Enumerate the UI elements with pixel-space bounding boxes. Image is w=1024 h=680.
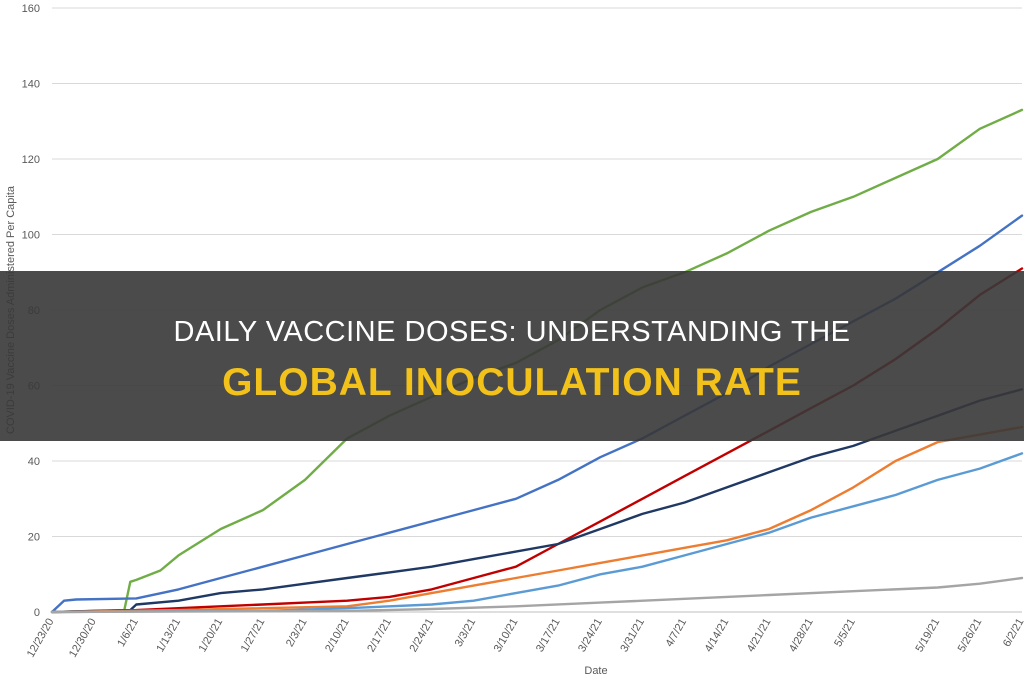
series-line-4 <box>50 388 1024 614</box>
x-tick-label: 3/31/21 <box>618 617 647 655</box>
x-tick-label: 2/17/21 <box>365 617 394 655</box>
y-tick-label: 40 <box>28 456 40 468</box>
y-tick-label: 160 <box>22 3 40 15</box>
x-tick-label: 4/21/21 <box>745 617 774 655</box>
x-tick-label: 3/10/21 <box>492 617 521 655</box>
x-tick-label: 2/10/21 <box>323 617 352 655</box>
x-tick-label: 1/6/21 <box>115 617 141 649</box>
y-tick-label: 120 <box>22 154 40 166</box>
x-tick-label: 3/17/21 <box>534 617 563 655</box>
y-tick-label: 0 <box>34 607 40 619</box>
series-line-5 <box>50 425 1024 614</box>
headline-line-2: GLOBAL INOCULATION RATE <box>222 361 802 404</box>
headline-line-1: DAILY VACCINE DOSES: UNDERSTANDING THE <box>173 316 851 348</box>
x-tick-label: 1/13/21 <box>154 617 183 655</box>
x-tick-label: 6/2/21 <box>1001 617 1024 649</box>
x-tick-label: 3/3/21 <box>453 617 479 649</box>
x-tick-label: 5/26/21 <box>956 617 985 655</box>
x-tick-label: 5/5/21 <box>832 617 858 649</box>
series-line-7 <box>50 576 1024 614</box>
x-tick-label: 1/20/21 <box>197 617 226 655</box>
x-tick-label: 2/3/21 <box>284 617 310 649</box>
x-tick-label: 12/30/20 <box>67 617 99 660</box>
x-tick-label: 12/23/20 <box>25 617 57 660</box>
headline-banner <box>0 271 1024 441</box>
x-tick-label: 4/7/21 <box>664 617 690 649</box>
x-axis-ticks: 12/23/20 12/30/20 1/6/21 1/13/21 1/20/21 1/27… <box>25 617 1024 660</box>
y-tick-label: 140 <box>22 79 40 91</box>
series-line-6 <box>50 452 1024 614</box>
x-tick-label: 5/19/21 <box>914 617 943 655</box>
x-tick-label: 4/28/21 <box>787 617 816 655</box>
x-tick-label: 4/14/21 <box>703 617 732 655</box>
x-tick-label: 3/24/21 <box>576 617 605 655</box>
y-tick-label: 20 <box>28 532 40 544</box>
x-tick-label: 1/27/21 <box>239 617 268 655</box>
y-tick-label: 100 <box>22 230 40 242</box>
x-tick-label: 2/24/21 <box>407 617 436 655</box>
x-axis-title: Date <box>584 665 607 677</box>
